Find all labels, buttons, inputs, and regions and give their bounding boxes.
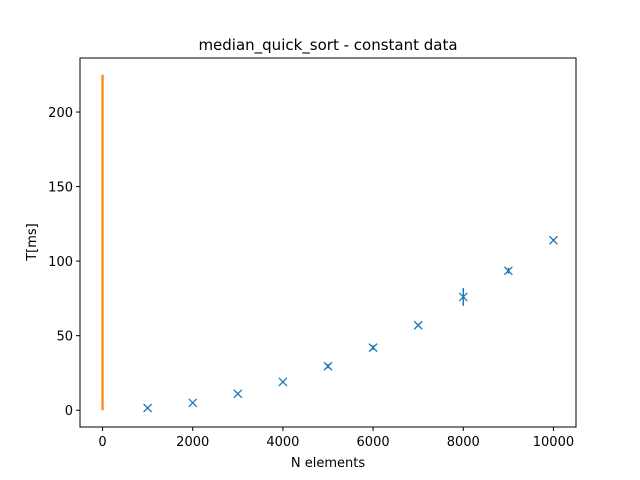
chart-title: median_quick_sort - constant data [198, 36, 457, 55]
data-point [413, 320, 423, 330]
x-tick-label: 4000 [266, 435, 299, 450]
x-tick-label: 2000 [176, 435, 209, 450]
y-tick-label: 0 [65, 404, 73, 419]
data-point [548, 235, 558, 245]
y-tick-label: 100 [48, 255, 73, 270]
data-point [188, 398, 198, 408]
y-axis-label: T[ms] [25, 223, 40, 262]
x-axis-ticks: 0 2000 4000 6000 8000 10000 [98, 427, 574, 450]
x-tick-label: 0 [98, 435, 106, 450]
data-point [503, 266, 513, 276]
data-point [233, 389, 243, 399]
y-tick-label: 50 [56, 330, 73, 345]
plot-area [101, 74, 558, 413]
data-point [278, 377, 288, 387]
y-tick-label: 200 [48, 106, 73, 121]
x-axis-label: N elements [291, 456, 365, 471]
x-tick-label: 8000 [447, 435, 480, 450]
y-tick-label: 150 [48, 181, 73, 196]
data-point [323, 361, 333, 371]
y-axis-ticks: 0 50 100 150 200 [48, 106, 80, 419]
data-point [458, 292, 468, 302]
data-point [368, 343, 378, 353]
x-tick-label: 6000 [357, 435, 390, 450]
series-0 [143, 235, 558, 413]
axes-frame [79, 57, 577, 428]
x-tick-label: 10000 [533, 435, 574, 450]
data-point [143, 403, 153, 413]
